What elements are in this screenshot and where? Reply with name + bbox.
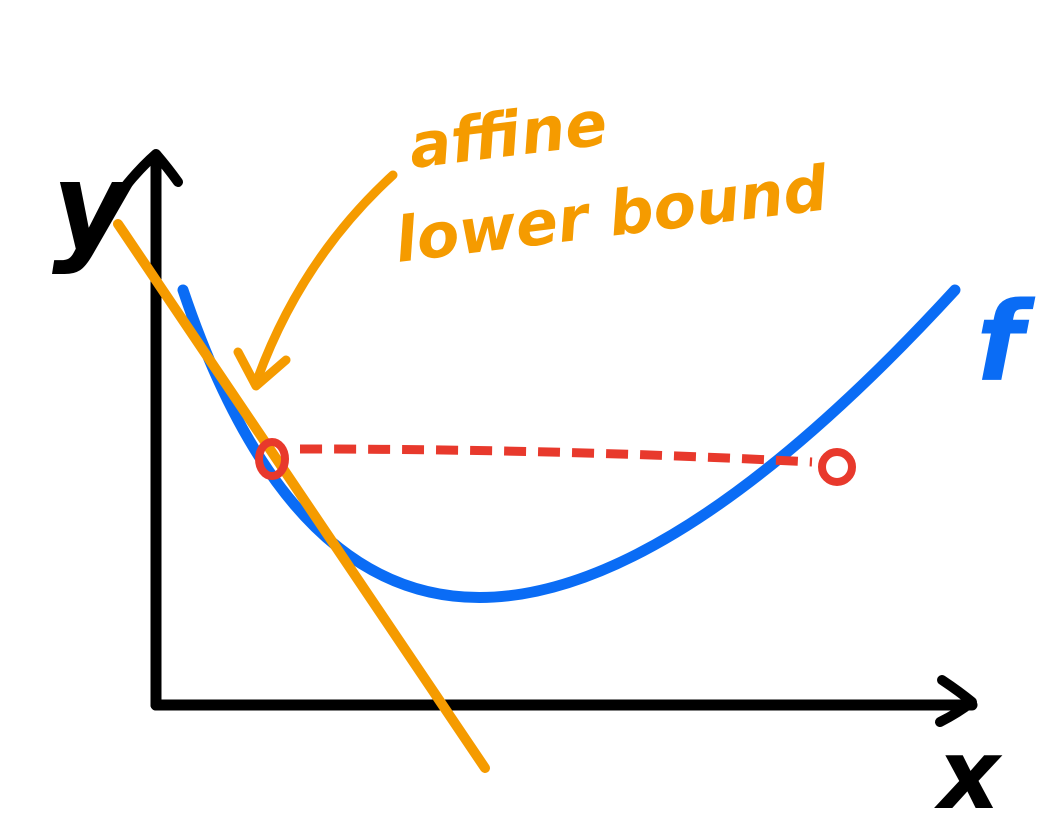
- annotation-arrow-head: [233, 347, 291, 391]
- tangent-line: [113, 219, 490, 773]
- x-axis-label: x: [934, 719, 1003, 831]
- chord-point-left: [255, 438, 289, 480]
- annotation-arrow-shaft: [251, 170, 398, 388]
- axes: [119, 149, 978, 727]
- curve-label: f: [976, 278, 1036, 406]
- annotation-line-1: affine: [405, 86, 611, 183]
- convex-curve: [177, 284, 961, 603]
- x-axis-arrowhead: [935, 675, 977, 727]
- chord-point-right: [818, 448, 856, 486]
- annotation-arrow: [233, 170, 398, 391]
- chord-dashed-line: [299, 444, 813, 467]
- y-axis-label: y: [52, 138, 135, 277]
- y-axis-arrowhead: [119, 149, 183, 193]
